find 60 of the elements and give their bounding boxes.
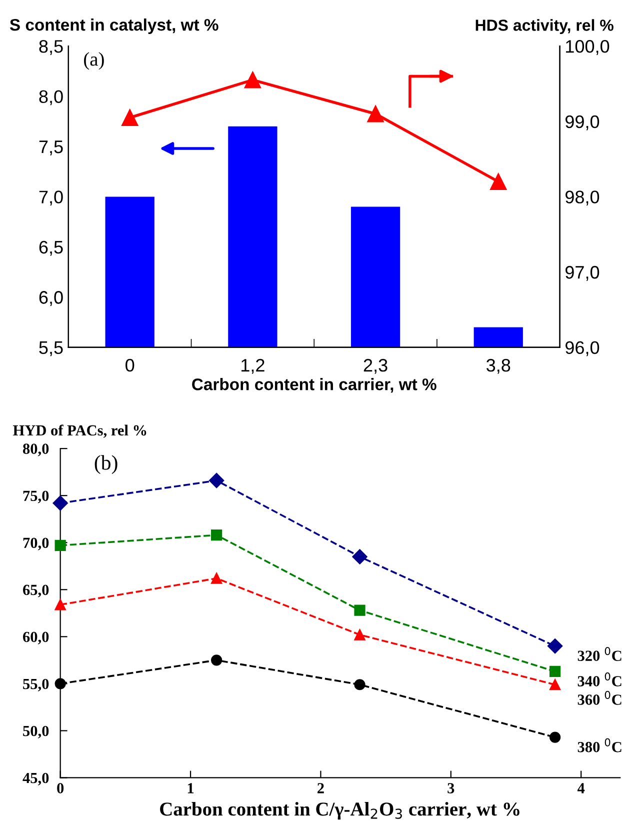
y-tick-label: 65,0 xyxy=(23,584,49,598)
x-tick-label: 4 xyxy=(577,783,585,794)
x-tick-label: 0 xyxy=(126,358,134,372)
point xyxy=(52,496,68,511)
point xyxy=(244,72,262,88)
y-tick-label: 6,0 xyxy=(39,291,63,306)
point xyxy=(211,654,222,666)
y2-tick-label: 97,0 xyxy=(566,266,600,281)
point xyxy=(354,679,366,690)
point xyxy=(549,732,561,743)
y-axis-title: S content in catalyst, wt % xyxy=(10,18,218,34)
point xyxy=(490,173,507,190)
y-tick-label: 7,5 xyxy=(39,140,63,156)
series-label: 340 $^{0}$C xyxy=(578,672,622,686)
point xyxy=(354,604,366,616)
y-tick-label: 70,0 xyxy=(23,538,49,550)
x-tick-label: 2 xyxy=(318,783,324,794)
x-axis-title: Carbon content in C/γ-Al$_{2}$O$_{3}$ carrier, wt % xyxy=(160,802,520,820)
y-tick-label: 80,0 xyxy=(22,444,49,456)
point xyxy=(547,638,563,654)
y-tick-label: 5,5 xyxy=(39,341,63,356)
point xyxy=(211,530,222,541)
y-tick-label: 7,0 xyxy=(39,190,63,206)
point xyxy=(352,549,368,564)
y-tick-label: 60,0 xyxy=(23,632,49,644)
x-tick-label: 3,8 xyxy=(486,358,510,374)
point xyxy=(54,678,66,690)
x-tick-label: 3 xyxy=(448,783,454,794)
y2-tick-label: 98,0 xyxy=(566,190,600,206)
x-tick-label: 1 xyxy=(188,783,194,794)
y-tick-label: 55,0 xyxy=(23,678,49,692)
y2-axis-title: HDS activity, rel % xyxy=(476,19,614,34)
y-tick-label: 75,0 xyxy=(23,490,49,504)
point xyxy=(54,540,66,551)
series-label: 320 $^{0}$C xyxy=(578,647,622,661)
point xyxy=(367,106,384,122)
y-tick-label: 8,5 xyxy=(39,40,63,55)
x-tick-label: 0 xyxy=(57,783,64,794)
point xyxy=(208,472,224,488)
point xyxy=(54,599,66,610)
y2-tick-label: 100,0 xyxy=(566,40,610,55)
y2-tick-label: 96,0 xyxy=(566,341,600,356)
annotation: (a) xyxy=(84,52,104,70)
point xyxy=(211,572,222,584)
annotation: (b) xyxy=(94,455,118,474)
series-label: 360 $^{0}$C xyxy=(578,690,622,705)
y2-tick-label: 99,0 xyxy=(566,115,600,130)
y-axis-title: HYD of PACs, rel % xyxy=(13,424,146,438)
y-tick-label: 50,0 xyxy=(23,726,49,738)
x-tick-label: 1,2 xyxy=(242,358,264,374)
point xyxy=(549,666,561,678)
y-tick-label: 45,0 xyxy=(22,772,49,786)
series-label: 380 $^{0}$C xyxy=(578,738,622,752)
point xyxy=(354,629,366,640)
x-axis-title: Carbon content in carrier, wt % xyxy=(192,378,436,393)
y-tick-label: 6,5 xyxy=(39,240,63,256)
point xyxy=(122,109,138,126)
x-tick-label: 2,3 xyxy=(364,358,388,374)
y-tick-label: 8,0 xyxy=(39,90,63,106)
point xyxy=(549,679,561,690)
